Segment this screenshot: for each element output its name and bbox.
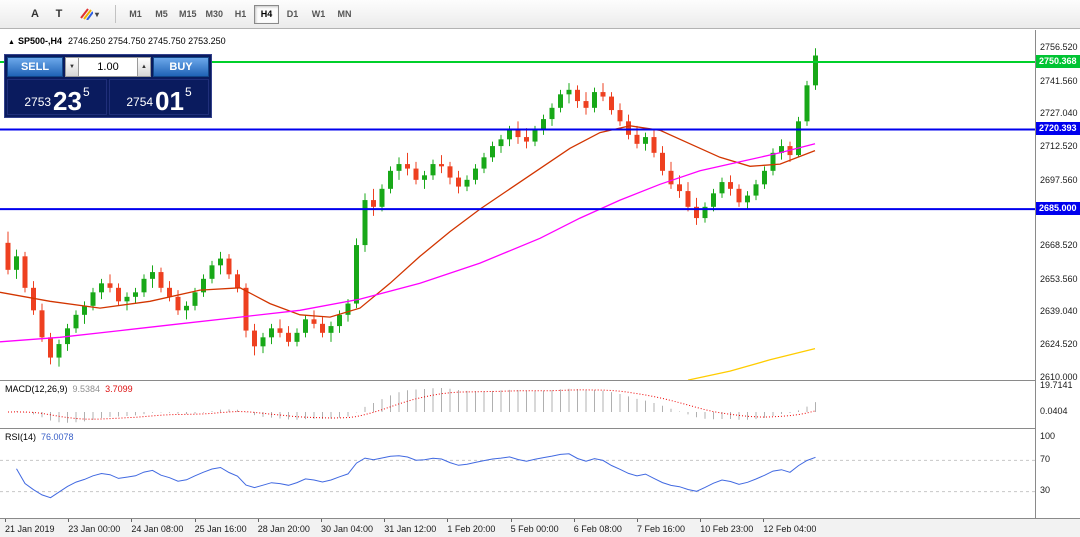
- price-scale-label: 2727.040: [1040, 108, 1078, 119]
- indicator-scale-label: 0.0404: [1040, 406, 1068, 416]
- ask-pip: 5: [184, 85, 192, 99]
- time-axis-label: 7 Feb 16:00: [637, 524, 686, 534]
- ohlc-values: 2746.250 2754.750 2745.750 2753.250: [67, 36, 226, 46]
- time-axis-label: 25 Jan 16:00: [194, 524, 247, 534]
- timeframe-button-m5[interactable]: M5: [149, 5, 174, 24]
- rsi-indicator-chart[interactable]: [0, 429, 1035, 518]
- indicator-scale-label: 70: [1040, 454, 1051, 464]
- time-axis-label: 23 Jan 00:00: [68, 524, 121, 534]
- time-axis-label: 24 Jan 08:00: [131, 524, 184, 534]
- time-axis-tick: [321, 519, 322, 522]
- bid-integer: 2753: [24, 95, 52, 109]
- bid-pip: 5: [82, 85, 90, 99]
- time-axis-tick: [131, 519, 133, 522]
- price-scale-label: 2624.520: [1040, 339, 1078, 350]
- time-axis-label: 31 Jan 12:00: [384, 524, 437, 534]
- timeframe-button-w1[interactable]: W1: [306, 5, 331, 24]
- price-badge: 2685.000: [1036, 202, 1080, 216]
- time-axis-label: 10 Feb 23:00: [700, 524, 754, 534]
- macd-indicator-chart[interactable]: [0, 381, 1035, 428]
- ask-decimals: 01: [155, 85, 184, 116]
- panel-separator[interactable]: [0, 428, 1080, 429]
- time-axis-label: 5 Feb 00:00: [510, 524, 559, 534]
- chart-title: ▲ SP500-,H4 2746.250 2754.750 2745.750 275…: [8, 36, 226, 46]
- bid-price: 2753 23 5: [7, 79, 107, 115]
- price-scale[interactable]: 2756.520 2741.560 2727.040 2712.520 2697.560…: [1035, 30, 1080, 518]
- timeframe-button-mn[interactable]: MN: [332, 5, 357, 24]
- time-axis-label: 6 Feb 08:00: [573, 524, 622, 534]
- ask-price: 2754 01 5: [109, 79, 209, 115]
- timeframe-button-h1[interactable]: H1: [228, 5, 253, 24]
- indicator-scale-label: 19.7141: [1040, 380, 1073, 390]
- symbol-timeframe-label: SP500-,H4: [17, 36, 62, 46]
- time-axis-label: 30 Jan 04:00: [321, 524, 374, 534]
- ma-fast-red: [0, 125, 816, 318]
- price-badge: 2720.393: [1036, 122, 1080, 136]
- time-axis-tick: [257, 519, 259, 522]
- timeframe-button-m30[interactable]: M30: [202, 5, 228, 24]
- time-axis-label: 1 Feb 20:00: [447, 524, 496, 534]
- ma-long-yellow: [687, 347, 816, 380]
- timeframe-button-h4[interactable]: H4: [254, 4, 280, 24]
- macd-label: MACD(12,26,9) 9.5384 3.7099: [5, 384, 133, 394]
- time-axis-label: 21 Jan 2019: [5, 524, 55, 534]
- price-scale-label: 2741.560: [1040, 75, 1078, 86]
- time-axis-tick: [763, 519, 765, 522]
- time-axis-tick: [68, 519, 70, 522]
- moving-averages: [0, 125, 816, 380]
- one-click-trading-panel: SELL ▼ 1.00 ▲ BUY 2753 23 5 2754 01 5: [4, 54, 212, 118]
- time-axis[interactable]: 21 Jan 2019 23 Jan 00:00 24 Jan 08:00 25 Ja…: [0, 518, 1080, 537]
- panel-separator[interactable]: [0, 380, 1080, 381]
- price-scale-label: 2668.520: [1040, 240, 1078, 251]
- price-badge: 2750.368: [1036, 55, 1080, 68]
- timeframe-button-m1[interactable]: M1: [123, 5, 148, 24]
- indicator-scale-label: 100: [1040, 431, 1056, 441]
- rsi-value: 76.0078: [41, 432, 74, 442]
- sell-button[interactable]: SELL: [7, 57, 63, 77]
- time-axis-label: 12 Feb 04:00: [763, 524, 817, 534]
- macd-name: MACD(12,26,9): [5, 384, 68, 394]
- time-axis-tick: [194, 519, 196, 522]
- time-axis-tick: [573, 519, 575, 522]
- candlestick-chart[interactable]: [0, 30, 1035, 380]
- time-axis-label: 28 Jan 20:00: [257, 524, 310, 534]
- price-scale-label: 2697.560: [1040, 174, 1078, 185]
- time-axis-tick: [384, 519, 386, 522]
- bid-decimals: 23: [53, 85, 82, 116]
- timeframe-button-m15[interactable]: M15: [175, 5, 201, 24]
- ask-integer: 2754: [126, 95, 154, 109]
- chart-region: ▲ SP500-,H4 2746.250 2754.750 2745.750 275…: [0, 30, 1080, 537]
- collapse-panel-icon[interactable]: ▲: [8, 39, 15, 46]
- volume-input[interactable]: 1.00: [79, 57, 137, 77]
- crayons-icon: [79, 6, 94, 23]
- timeframe-button-d1[interactable]: D1: [280, 5, 305, 24]
- arrow-tool-button[interactable]: A: [24, 4, 46, 24]
- toolbar-separator: [115, 5, 117, 23]
- price-scale-label: 2756.520: [1040, 42, 1078, 53]
- rsi-label: RSI(14) 76.0078: [5, 432, 74, 442]
- macd-main-value: 9.5384: [72, 384, 101, 394]
- time-axis-tick: [510, 519, 512, 522]
- volume-increase-button[interactable]: ▲: [137, 57, 151, 77]
- rsi-name: RSI(14): [5, 432, 37, 442]
- price-scale-label: 2610.000: [1040, 371, 1078, 382]
- time-axis-tick: [637, 519, 638, 522]
- price-scale-label: 2653.560: [1040, 273, 1078, 284]
- chevron-down-icon: ▾: [95, 9, 100, 19]
- time-axis-tick: [447, 519, 449, 522]
- ma-slow-magenta: [0, 143, 816, 343]
- time-axis-tick: [5, 519, 6, 522]
- macd-signal-value: 3.7099: [105, 384, 133, 394]
- indicator-scale-label: 30: [1040, 485, 1051, 495]
- buy-button[interactable]: BUY: [153, 57, 209, 77]
- price-scale-label: 2639.040: [1040, 306, 1078, 317]
- time-axis-tick: [700, 519, 702, 522]
- text-tool-button[interactable]: T: [48, 4, 70, 24]
- price-scale-label: 2712.520: [1040, 141, 1078, 152]
- toolbar: A T ▾ M1 M5 M15 M30 H1 H4 D1 W1 MN: [0, 0, 1080, 29]
- volume-decrease-button[interactable]: ▼: [65, 57, 79, 77]
- timeframe-group: M1 M5 M15 M30 H1 H4 D1 W1 MN: [123, 4, 358, 24]
- colors-button[interactable]: ▾: [72, 4, 106, 24]
